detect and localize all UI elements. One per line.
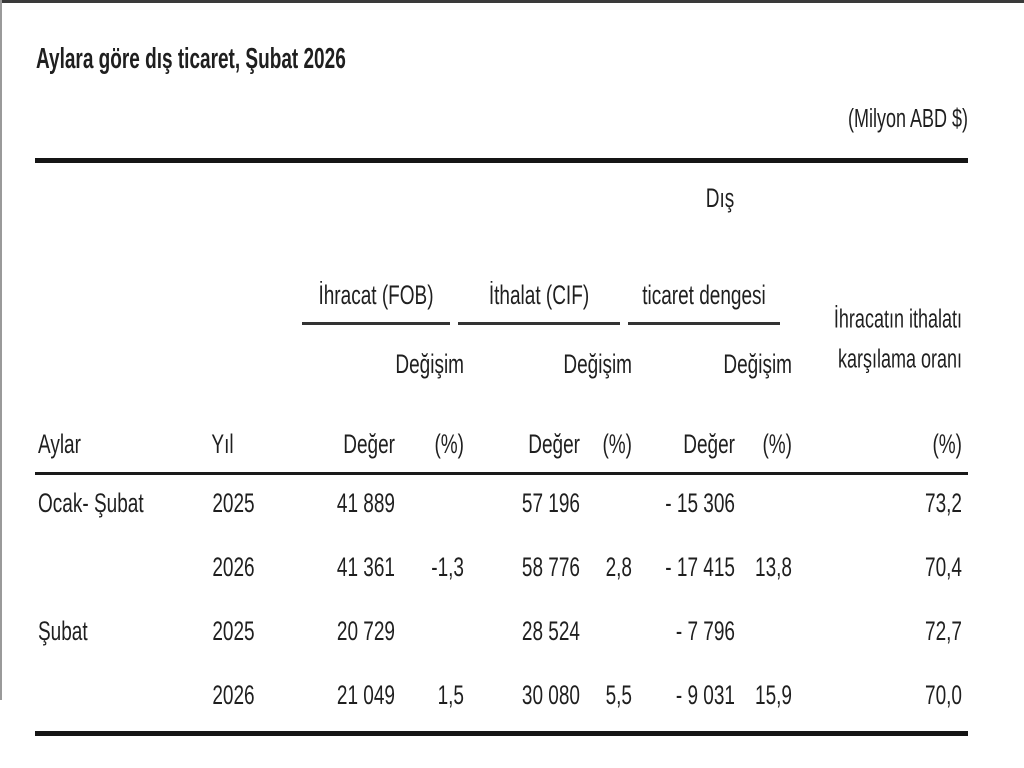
cell-yil: 2025 bbox=[212, 489, 255, 519]
cell-ithalat-deger: 30 080 bbox=[521, 681, 580, 711]
cell-denge-deger: - 17 415 bbox=[665, 553, 735, 583]
subheader-degisim-ihracat: Değişim bbox=[395, 350, 464, 380]
cell-ihracat-degisim bbox=[405, 603, 472, 667]
cell-denge-deger: - 9 031 bbox=[675, 681, 735, 711]
cell-ithalat-degisim: 2,8 bbox=[605, 553, 632, 583]
column-header-pct-denge: (%) bbox=[745, 387, 800, 475]
group-header-ihracat: İhracat (FOB) bbox=[262, 247, 472, 325]
cell-ihracat-deger: 41 361 bbox=[336, 553, 395, 583]
column-header-deger-ihracat: Değer bbox=[262, 387, 405, 475]
cell-ihracat-deger: 41 889 bbox=[336, 489, 395, 519]
subheader-degisim-denge: Değişim bbox=[723, 350, 792, 380]
cell-denge-deger: - 15 306 bbox=[665, 489, 735, 519]
table-row: Şubat 2025 20 729 28 524 - 7 796 72,7 bbox=[35, 603, 968, 667]
unit-note-text: (Milyon ABD $) bbox=[847, 104, 968, 133]
header-row-dis: Dış bbox=[35, 161, 968, 248]
group-underline-denge: ticaret dengesi bbox=[628, 281, 780, 325]
cell-aylar bbox=[35, 539, 205, 603]
cell-ithalat-deger: 57 196 bbox=[521, 489, 580, 519]
cell-denge-degisim: 13,8 bbox=[755, 553, 792, 583]
cell-aylar: Şubat bbox=[38, 617, 88, 647]
column-header-pct-ithalat: (%) bbox=[590, 387, 640, 475]
column-header-aylar: Aylar bbox=[35, 387, 205, 475]
header-spacer bbox=[800, 161, 968, 248]
cell-ithalat-deger: 28 524 bbox=[521, 617, 580, 647]
cell-denge-deger: - 7 796 bbox=[675, 617, 735, 647]
header-spacer bbox=[35, 325, 262, 387]
cell-aylar: Ocak- Şubat bbox=[38, 489, 144, 519]
cell-karsilama-orani: 70,0 bbox=[925, 681, 962, 711]
group-underline-ihracat: İhracat (FOB) bbox=[302, 281, 450, 325]
column-header-deger-ithalat: Değer bbox=[472, 387, 590, 475]
cell-yil: 2025 bbox=[212, 617, 255, 647]
cell-ithalat-degisim: 5,5 bbox=[605, 681, 632, 711]
column-header-deger-denge: Değer bbox=[640, 387, 745, 475]
cell-ithalat-degisim bbox=[590, 474, 640, 540]
unit-note: (Milyon ABD $) bbox=[0, 104, 968, 134]
header-row-degisim: Değişim Değişim Değişim bbox=[35, 325, 968, 387]
table-row: 2026 21 049 1,5 30 080 5,5 - 9 031 15,9 … bbox=[35, 667, 968, 734]
cell-ihracat-degisim: 1,5 bbox=[437, 681, 464, 711]
header-spacer bbox=[35, 161, 262, 248]
header-row-columns: Aylar Yıl Değer (%) Değer (%) Değer (%) … bbox=[35, 387, 968, 475]
cell-ihracat-degisim: -1,3 bbox=[431, 553, 464, 583]
cell-aylar bbox=[35, 667, 205, 734]
cell-karsilama-orani: 73,2 bbox=[925, 489, 962, 519]
subheader-degisim-ithalat: Değişim bbox=[563, 350, 632, 380]
cell-ihracat-deger: 20 729 bbox=[336, 617, 395, 647]
window-top-edge bbox=[0, 0, 1024, 3]
page-title: Aylara göre dış ticaret, Şubat 2026 bbox=[36, 44, 736, 80]
column-header-pct-karsilama: (%) bbox=[800, 387, 968, 475]
group-underline-ithalat: İthalat (CIF) bbox=[458, 281, 620, 325]
cell-ithalat-deger: 58 776 bbox=[521, 553, 580, 583]
cell-yil: 2026 bbox=[212, 553, 255, 583]
group-header-karsilama: İhracatın ithalatı karşılama oranı bbox=[833, 304, 962, 373]
cell-ihracat-deger: 21 049 bbox=[336, 681, 395, 711]
cell-ihracat-degisim bbox=[405, 474, 472, 540]
cell-ithalat-degisim bbox=[590, 603, 640, 667]
cell-denge-degisim bbox=[745, 474, 800, 540]
header-spacer bbox=[472, 161, 640, 248]
foreign-trade-table: Dış İhracat (FOB) İthalat (CIF) ticaret … bbox=[35, 158, 968, 736]
cell-denge-degisim: 15,9 bbox=[755, 681, 792, 711]
cell-karsilama-orani: 70,4 bbox=[925, 553, 962, 583]
column-header-pct-ihracat: (%) bbox=[405, 387, 472, 475]
cell-karsilama-orani: 72,7 bbox=[925, 617, 962, 647]
header-row-groups: İhracat (FOB) İthalat (CIF) ticaret deng… bbox=[35, 247, 968, 373]
page-title-text: Aylara göre dış ticaret, Şubat 2026 bbox=[36, 44, 346, 76]
table-row: 2026 41 361 -1,3 58 776 2,8 - 17 415 13,… bbox=[35, 539, 968, 603]
group-header-ithalat: İthalat (CIF) bbox=[458, 247, 640, 325]
header-spacer bbox=[35, 247, 262, 325]
cell-yil: 2026 bbox=[212, 681, 255, 711]
group-header-denge-line1: Dış bbox=[705, 184, 735, 214]
window-left-edge bbox=[0, 0, 2, 700]
table-row: Ocak- Şubat 2025 41 889 57 196 - 15 306 … bbox=[35, 474, 968, 540]
cell-denge-degisim bbox=[745, 603, 800, 667]
column-header-yil: Yıl bbox=[205, 387, 262, 475]
group-header-denge-line2: ticaret dengesi bbox=[628, 247, 800, 325]
header-spacer bbox=[262, 161, 472, 248]
